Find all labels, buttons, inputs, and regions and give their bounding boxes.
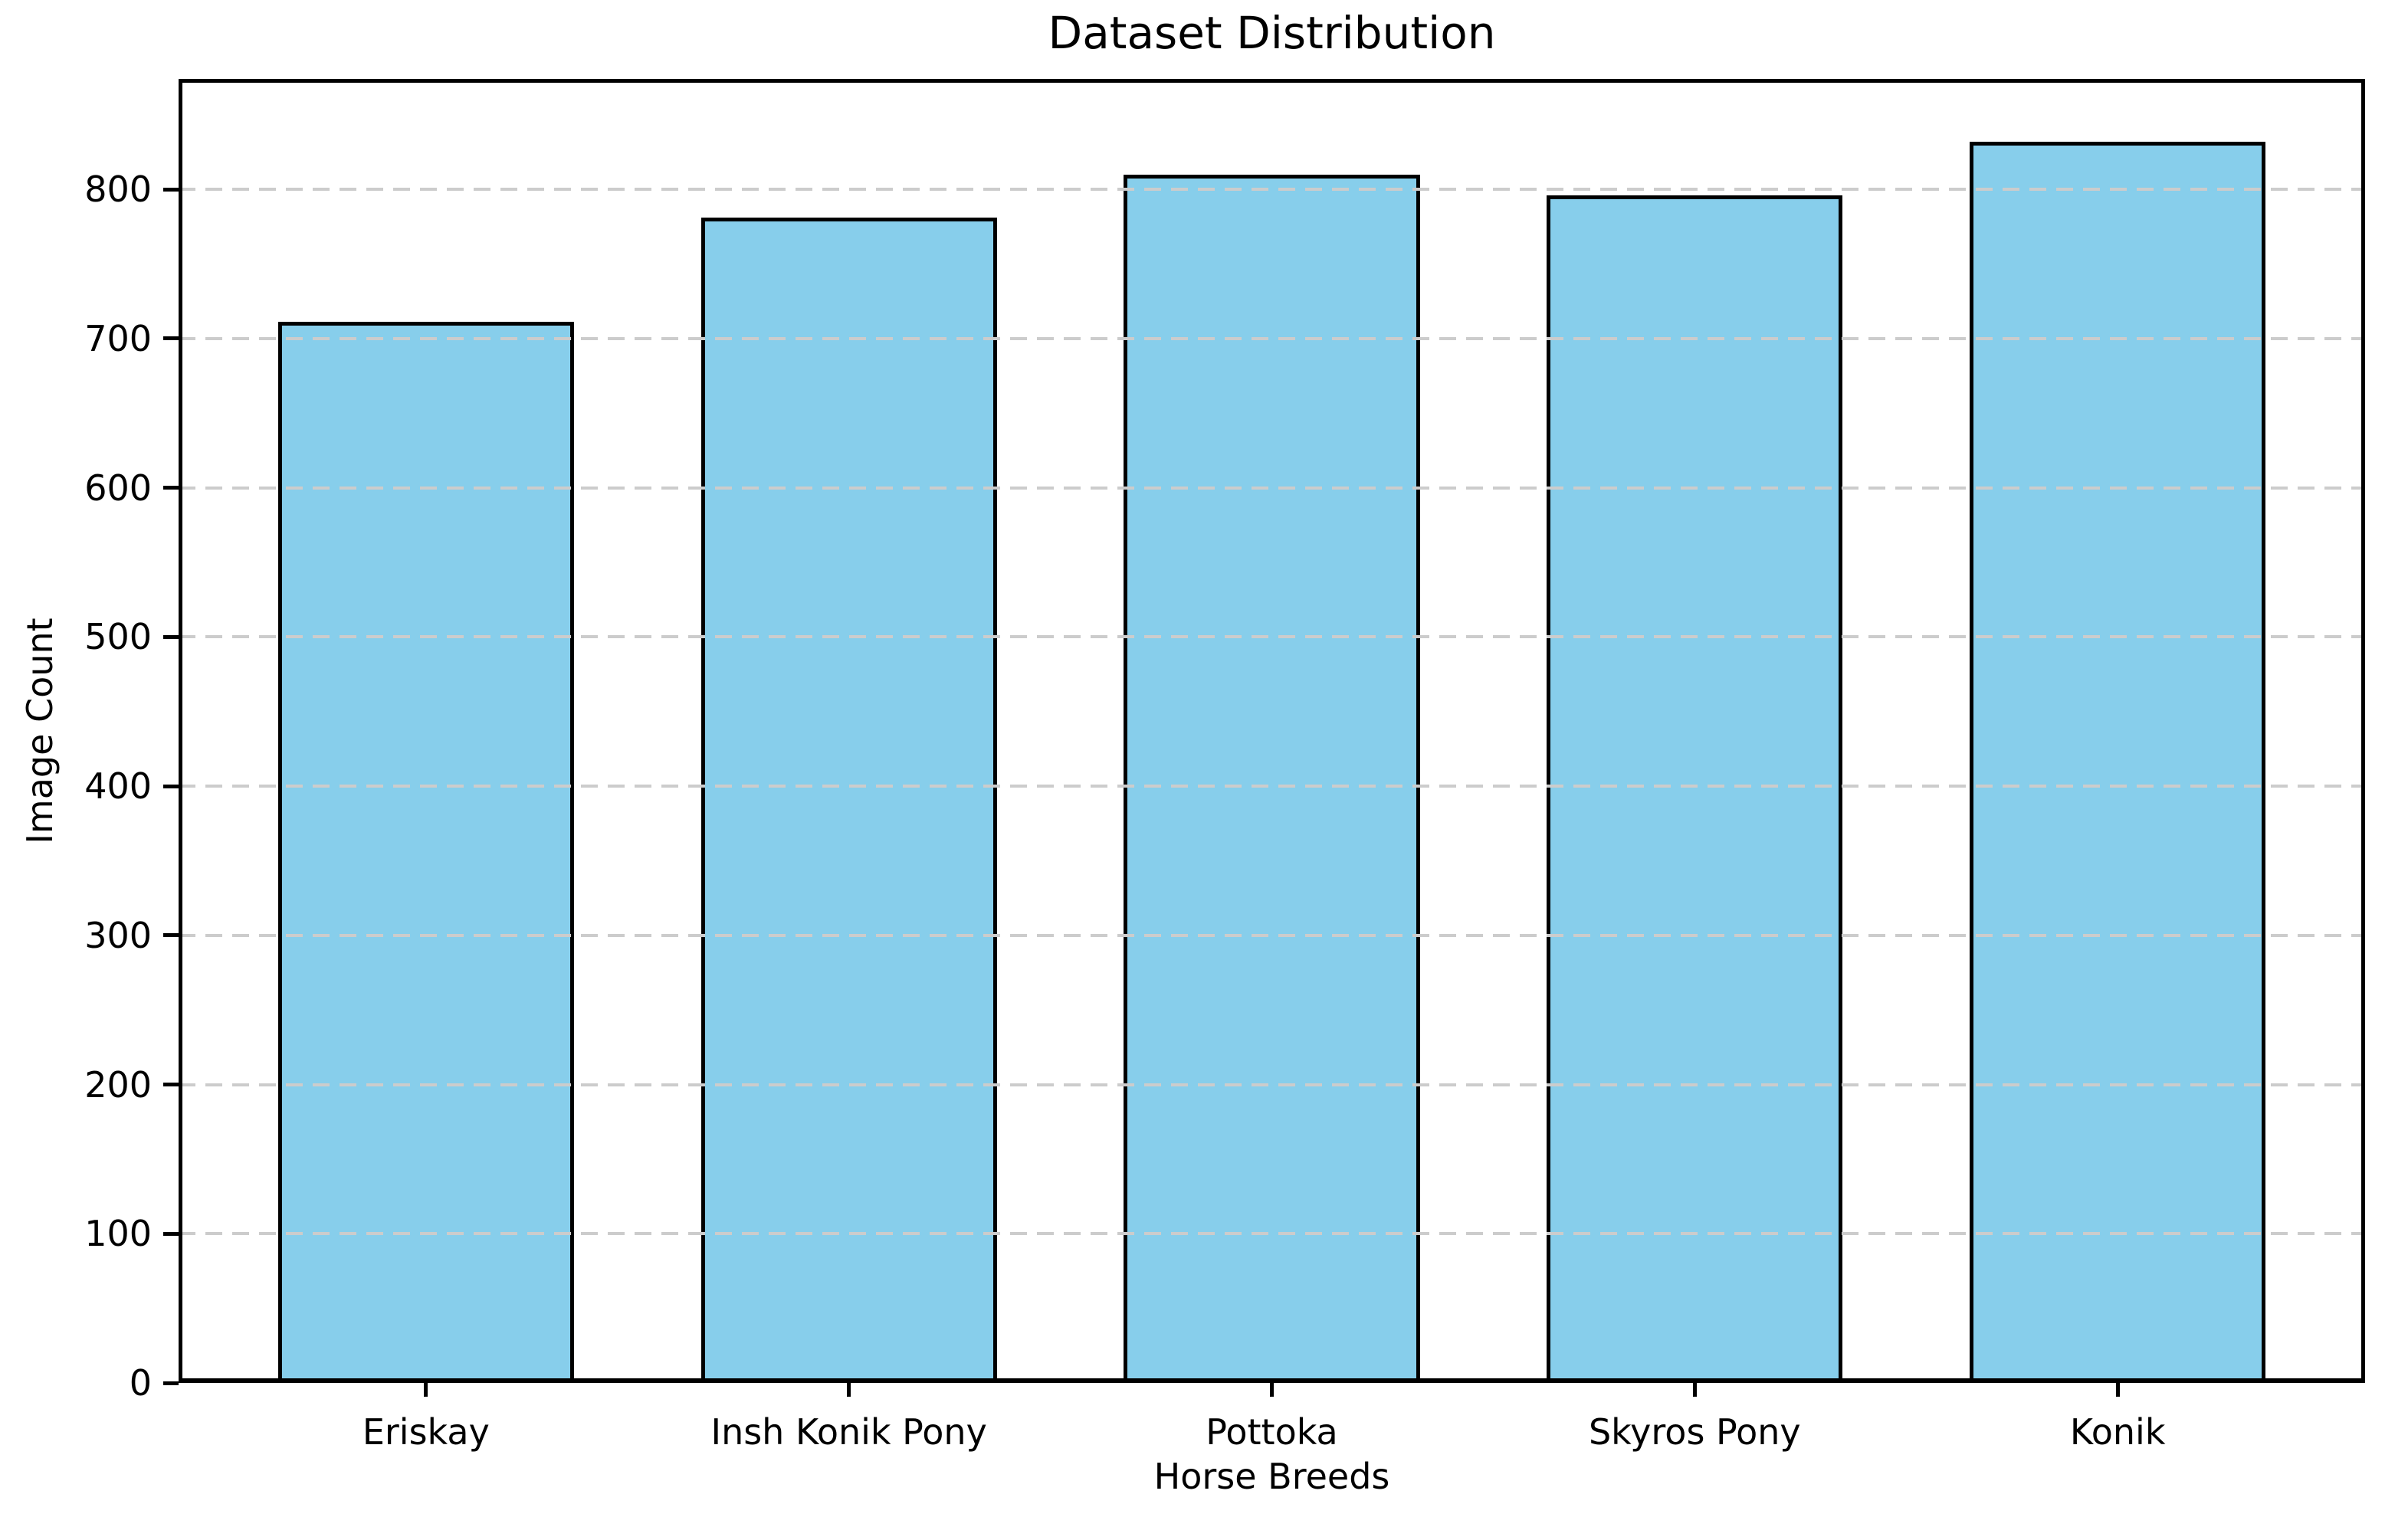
y-tick-label-100: 100 bbox=[84, 1213, 152, 1255]
gridline-y-300 bbox=[179, 933, 2365, 937]
y-tick-label-300: 300 bbox=[84, 914, 152, 956]
bar-skyros-pony bbox=[1547, 195, 1843, 1383]
bar-insh-konik-pony bbox=[700, 218, 997, 1383]
plot-area: 0 100 200 300 400 500 600 700 800 Eriskay Insh Ko… bbox=[84, 79, 2365, 1453]
gridline-y-400 bbox=[179, 785, 2365, 788]
x-axis-label: Horse Breeds bbox=[1153, 1456, 1390, 1497]
x-tick-mark-1 bbox=[424, 1383, 428, 1397]
gridline-y-800 bbox=[179, 188, 2365, 192]
y-tick-mark-300 bbox=[163, 933, 179, 938]
bar-pottoka bbox=[1124, 174, 1420, 1383]
y-tick-label-700: 700 bbox=[84, 317, 152, 359]
y-axis-label: Image Count bbox=[19, 618, 61, 844]
x-tick-label-konik: Konik bbox=[2069, 1411, 2166, 1453]
y-tick-mark-700 bbox=[163, 336, 179, 341]
x-tick-label-pottoka: Pottoka bbox=[1206, 1411, 1338, 1453]
y-tick-mark-100 bbox=[163, 1231, 179, 1236]
left-spine bbox=[179, 79, 182, 1383]
y-tick-mark-500 bbox=[163, 634, 179, 639]
top-spine bbox=[179, 79, 2365, 83]
y-tick-mark-600 bbox=[163, 486, 179, 490]
y-tick-label-200: 200 bbox=[84, 1063, 152, 1106]
gridline-y-200 bbox=[179, 1083, 2365, 1086]
x-tick-label-eriskay: Eriskay bbox=[362, 1411, 490, 1453]
gridline-y-700 bbox=[179, 336, 2365, 340]
x-tick-label-skyros-pony: Skyros Pony bbox=[1588, 1411, 1801, 1453]
y-tick-label-500: 500 bbox=[84, 616, 152, 658]
y-tick-label-800: 800 bbox=[84, 169, 152, 211]
x-tick-mark-2 bbox=[847, 1383, 851, 1397]
x-tick-mark-5 bbox=[2115, 1383, 2120, 1397]
y-tick-mark-400 bbox=[163, 784, 179, 788]
right-spine bbox=[2361, 79, 2365, 1383]
y-tick-mark-0 bbox=[163, 1381, 179, 1385]
bottom-spine bbox=[179, 1378, 2365, 1383]
gridline-y-100 bbox=[179, 1232, 2365, 1236]
bar-konik bbox=[1970, 141, 2266, 1383]
y-tick-label-600: 600 bbox=[84, 467, 152, 509]
y-tick-label-400: 400 bbox=[84, 765, 152, 808]
chart-title: Dataset Distribution bbox=[1048, 7, 1496, 59]
y-tick-mark-800 bbox=[163, 187, 179, 192]
x-tick-mark-3 bbox=[1270, 1383, 1274, 1397]
x-tick-label-insh-konik-pony: Insh Konik Pony bbox=[710, 1411, 987, 1453]
gridline-y-500 bbox=[179, 635, 2365, 639]
y-tick-label-0: 0 bbox=[129, 1362, 152, 1404]
bar-eriskay bbox=[277, 322, 574, 1383]
y-tick-mark-200 bbox=[163, 1083, 179, 1087]
x-tick-mark-4 bbox=[1692, 1383, 1697, 1397]
gridline-y-600 bbox=[179, 486, 2365, 490]
